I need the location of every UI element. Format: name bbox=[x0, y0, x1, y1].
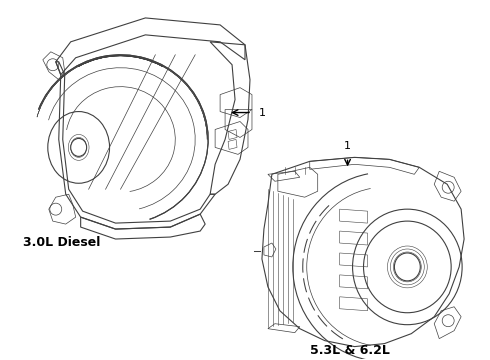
Text: 5.3L & 6.2L: 5.3L & 6.2L bbox=[310, 343, 390, 357]
Text: 3.0L Diesel: 3.0L Diesel bbox=[23, 236, 100, 249]
Ellipse shape bbox=[71, 139, 87, 156]
Text: 1: 1 bbox=[344, 141, 351, 152]
Text: 1: 1 bbox=[259, 108, 266, 118]
Ellipse shape bbox=[394, 253, 420, 281]
